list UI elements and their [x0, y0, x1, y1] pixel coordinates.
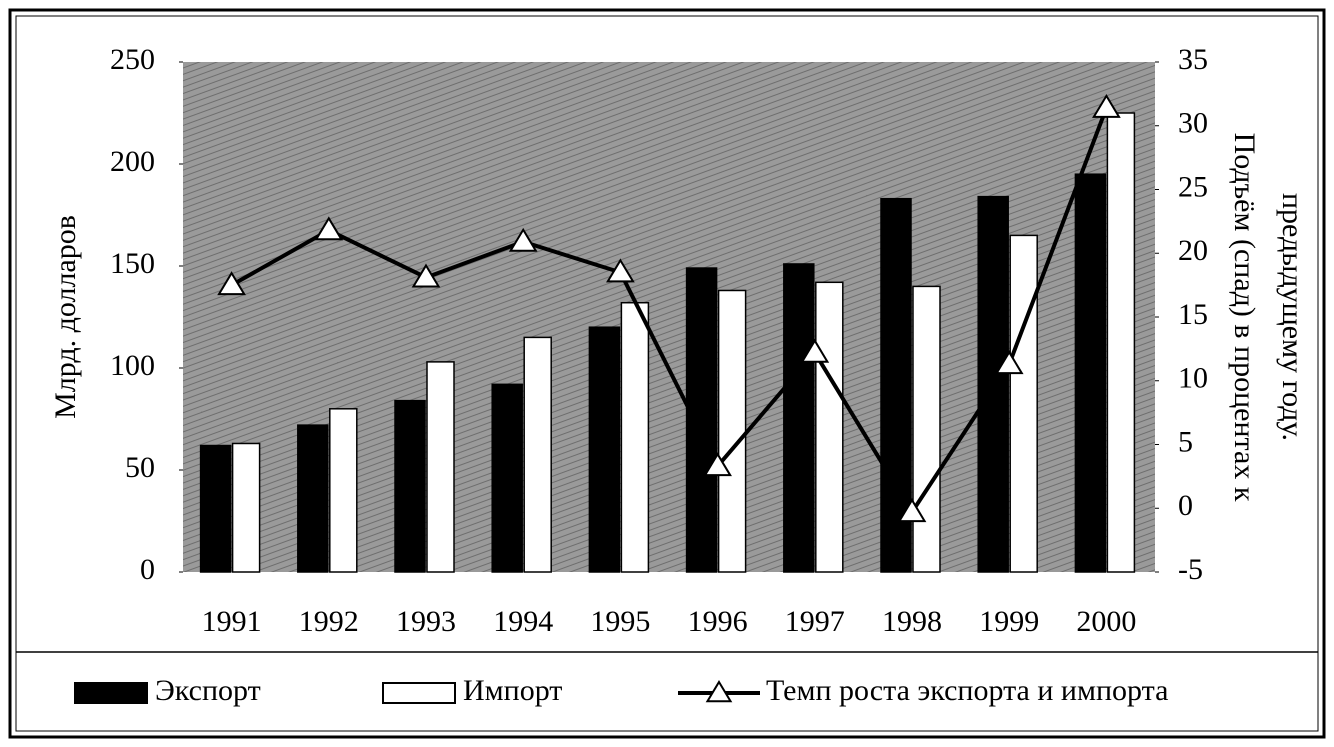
y2-tick-label: 5	[1178, 425, 1193, 458]
frame-inner	[15, 15, 1319, 732]
x-tick-label: 1997	[785, 605, 845, 638]
bar	[620, 301, 650, 573]
line-marker	[411, 263, 441, 288]
bar	[815, 281, 844, 573]
y-tick-label: 150	[110, 247, 155, 280]
line-marker	[703, 452, 732, 477]
y-tick-label: 50	[125, 451, 155, 484]
bar	[329, 408, 358, 573]
line-marker	[800, 338, 830, 363]
y-tick-label: 100	[110, 349, 155, 382]
line-marker	[994, 350, 1024, 375]
frame	[8, 8, 1326, 739]
line-marker	[897, 498, 927, 523]
bar	[199, 444, 232, 573]
bar	[1074, 173, 1107, 573]
y-axis-label: Млрд. долларов	[49, 215, 82, 419]
y2-tick-label: 25	[1178, 170, 1208, 203]
x-tick-label: 1995	[590, 605, 650, 638]
x-tick-label: 1992	[299, 605, 359, 638]
x-tick-label: 1993	[396, 605, 456, 638]
y2-tick-label: 35	[1178, 43, 1208, 76]
line-marker	[314, 216, 344, 241]
bar	[231, 442, 261, 573]
y2-tick-label: -5	[1178, 553, 1203, 586]
bar	[1106, 112, 1136, 573]
legend-swatch	[74, 682, 148, 704]
bar	[912, 285, 941, 573]
y-tick-label: 0	[140, 553, 155, 586]
bar	[717, 289, 747, 573]
legend-label: Импорт	[463, 674, 562, 707]
y2-axis-label: предыдущему году.	[1276, 193, 1309, 441]
x-tick-label: 1999	[979, 605, 1039, 638]
y2-tick-label: 20	[1178, 234, 1208, 267]
y-tick-label: 200	[110, 145, 155, 178]
bar	[977, 195, 1009, 573]
bar	[394, 399, 426, 573]
line	[230, 107, 1109, 516]
bar	[1009, 234, 1038, 573]
legend-label: Экспорт	[155, 674, 261, 707]
bar	[588, 326, 621, 573]
legend-label: Темп роста экспорта и импорта	[766, 674, 1168, 707]
line-marker	[1092, 93, 1121, 118]
x-tick-label: 2000	[1076, 605, 1136, 638]
y-tick-label: 250	[110, 43, 155, 76]
line-marker	[217, 271, 246, 296]
x-tick-label: 1996	[688, 605, 748, 638]
bar	[297, 424, 329, 573]
legend-swatch	[382, 682, 456, 704]
y2-tick-label: 10	[1178, 362, 1208, 395]
y2-tick-label: 0	[1178, 489, 1193, 522]
x-tick-label: 1994	[493, 605, 553, 638]
legend-swatch	[705, 680, 733, 703]
y2-tick-label: 30	[1178, 107, 1208, 140]
line-marker	[606, 258, 635, 283]
plot-area	[183, 62, 1155, 572]
line-marker	[508, 227, 538, 252]
bar	[523, 336, 552, 573]
bar	[783, 263, 815, 573]
bar	[426, 361, 455, 573]
y2-tick-label: 15	[1178, 298, 1208, 331]
x-tick-label: 1998	[882, 605, 942, 638]
bar	[685, 267, 718, 573]
bar	[491, 383, 523, 573]
x-tick-label: 1991	[202, 605, 262, 638]
y2-axis-label: Подъём (спад) в процентах к	[1228, 133, 1261, 502]
